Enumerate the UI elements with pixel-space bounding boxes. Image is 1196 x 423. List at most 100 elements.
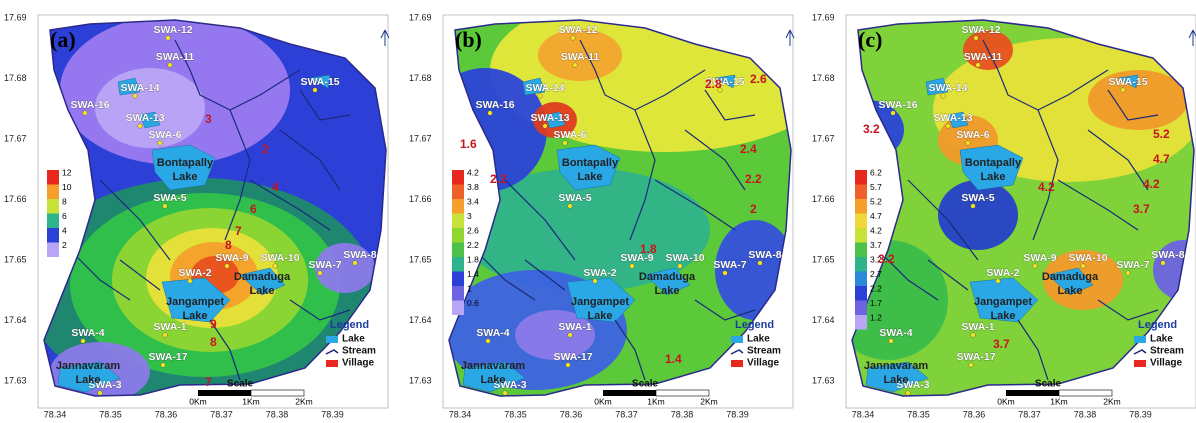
legend-swatch [1134,336,1146,343]
lake-label: Lake [577,171,602,183]
colorbar-label: 1 [467,283,472,293]
colorbar-swatch [452,272,464,287]
legend-swatch [326,360,338,367]
well-point [1081,264,1086,269]
colorbar-label: 3.4 [467,196,479,206]
colorbar-label: 3 [467,211,472,221]
well-point [133,94,138,99]
colorbar-swatch [452,257,464,272]
scale-tick: 2Km [1103,396,1120,406]
y-tick-label: 17.65 [4,254,27,264]
colorbar-label: 4.2 [870,225,882,235]
panel-label: (a) [50,27,76,52]
well-point [678,264,683,269]
y-tick-label: 17.63 [812,375,835,385]
contour-label: 3.7 [993,337,1010,351]
contour-label: 3.7 [1133,202,1150,216]
well-label: SWA-10 [665,252,704,264]
well-label: SWA-6 [956,129,989,141]
contour-label: 4.2 [1143,177,1160,191]
lake-label: Jannavaram [461,360,525,372]
scale-bar [198,390,251,396]
well-label: SWA-11 [561,51,600,63]
colorbar-label: 4.7 [870,211,882,221]
contour-label: 3.2 [863,122,880,136]
panel-label: (b) [455,27,482,52]
scale-bar [1059,390,1112,396]
well-point [1161,261,1166,266]
colorbar-swatch [855,214,867,229]
y-tick-label: 17.69 [812,12,835,22]
lake-label: Lake [172,171,197,183]
well-label: SWA-8 [343,249,376,261]
contour-label: 2.4 [740,142,757,156]
scale-tick: 1Km [1050,396,1067,406]
colorbar-swatch [452,228,464,243]
legend-swatch [731,336,743,343]
lake-label: Damaduga [234,271,291,283]
well-label: SWA-16 [70,99,109,111]
lake-label: Lake [1057,285,1082,297]
well-point [568,333,573,338]
well-point [1033,264,1038,269]
well-label: SWA-8 [1151,249,1184,261]
scale-title: Scale [1035,379,1062,390]
y-tick-label: 17.64 [409,315,432,325]
legend-item: Stream [747,346,781,357]
well-label: SWA-7 [713,259,746,271]
well-point [571,36,576,41]
well-point [166,36,171,41]
x-tick-label: 78.34 [449,409,472,419]
well-label: SWA-2 [986,267,1019,279]
colorbar-label: 6.2 [870,167,882,177]
colorbar-label: 2.2 [467,240,479,250]
well-label: SWA-4 [879,327,912,339]
contour-zone [938,180,1018,250]
colorbar-label: 0.6 [467,298,479,308]
well-point [974,36,979,41]
y-tick-label: 17.66 [409,194,432,204]
well-point [563,141,568,146]
well-label: SWA-4 [71,327,104,339]
x-tick-label: 78.37 [210,409,233,419]
contour-label: 2 [750,202,757,216]
lake-label: Jannavaram [864,360,928,372]
lake-label: Lake [182,310,207,322]
colorbar-label: 12 [62,167,72,177]
y-tick-label: 17.66 [812,194,835,204]
well-label: SWA-14 [928,82,967,94]
lake-label: Lake [75,374,100,386]
colorbar-label: 2.2 [870,283,882,293]
well-label: SWA-10 [1068,252,1107,264]
well-label: SWA-6 [553,129,586,141]
y-tick-label: 17.68 [409,73,432,83]
well-label: SWA-2 [178,267,211,279]
colorbar-swatch [855,185,867,200]
y-tick-label: 17.68 [812,73,835,83]
well-label: SWA-14 [120,82,159,94]
well-point [188,279,193,284]
colorbar-label: 3.7 [870,240,882,250]
colorbar-swatch [855,257,867,272]
well-label: SWA-13 [530,112,569,124]
colorbar-swatch [855,243,867,258]
colorbar-label: 5.7 [870,182,882,192]
map-panel: 17.6917.6817.6717.6617.6517.6417.6378.34… [409,0,840,419]
legend-item: Lake [342,334,365,345]
lake-label: Jannavaram [56,360,120,372]
x-tick-label: 78.39 [321,409,344,419]
legend-title: Legend [330,319,369,331]
figure: 17.69 17.68 17.67 17.66 17.65 17.64 17.63 78.34… [0,0,1196,423]
colorbar-label: 4 [62,225,67,235]
y-tick-label: 17.64 [812,315,835,325]
well-point [971,204,976,209]
x-tick-label: 78.35 [99,409,122,419]
well-point [889,339,894,344]
legend-item: Village [747,358,779,369]
well-label: SWA-2 [583,267,616,279]
contour-label: 7 [205,375,212,389]
y-tick-label: 17.67 [812,133,835,143]
well-point [543,124,548,129]
well-point [225,264,230,269]
y-tick-label: 17.67 [409,133,432,143]
